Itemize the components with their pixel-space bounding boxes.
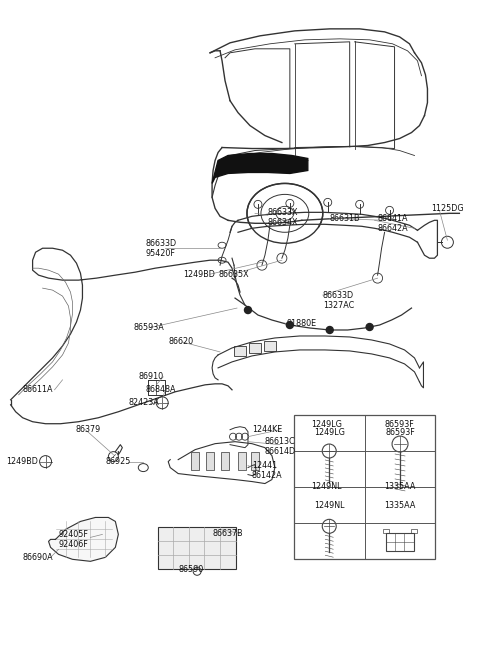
Text: 86611A: 86611A bbox=[23, 385, 53, 394]
Text: 1249NL: 1249NL bbox=[314, 500, 345, 510]
Text: 1249BD: 1249BD bbox=[183, 270, 215, 278]
Bar bbox=[238, 452, 246, 470]
Text: 86614D: 86614D bbox=[265, 447, 296, 456]
Text: 86634X: 86634X bbox=[268, 218, 299, 227]
Bar bbox=[206, 452, 214, 470]
Text: 1327AC: 1327AC bbox=[323, 301, 354, 310]
Text: 86690A: 86690A bbox=[23, 553, 53, 562]
Text: 86593A: 86593A bbox=[133, 324, 164, 333]
Text: 86379: 86379 bbox=[75, 425, 101, 434]
Text: 12441: 12441 bbox=[252, 461, 277, 470]
Bar bbox=[158, 527, 236, 569]
Text: 86641A: 86641A bbox=[378, 214, 408, 223]
Bar bbox=[386, 533, 414, 552]
Circle shape bbox=[366, 324, 373, 331]
Text: 91880E: 91880E bbox=[287, 318, 317, 328]
Text: 92405F: 92405F bbox=[59, 530, 88, 539]
Text: 86925: 86925 bbox=[106, 457, 131, 466]
Bar bbox=[234, 346, 246, 356]
Bar bbox=[249, 343, 261, 353]
Text: 1244KE: 1244KE bbox=[252, 425, 282, 434]
Text: 86637B: 86637B bbox=[212, 529, 243, 538]
Text: 86642A: 86642A bbox=[378, 224, 408, 233]
Bar bbox=[251, 452, 259, 470]
Text: 1335AA: 1335AA bbox=[384, 500, 416, 510]
Text: 86593F: 86593F bbox=[385, 428, 415, 438]
Circle shape bbox=[287, 322, 293, 329]
Text: 92406F: 92406F bbox=[59, 540, 88, 549]
Bar bbox=[411, 529, 417, 533]
Circle shape bbox=[326, 326, 333, 333]
Text: 1335AA: 1335AA bbox=[384, 482, 415, 491]
Text: 86633D: 86633D bbox=[145, 238, 176, 248]
Text: 86910: 86910 bbox=[138, 372, 163, 381]
Text: 86613C: 86613C bbox=[265, 437, 296, 446]
Circle shape bbox=[244, 307, 252, 314]
Text: 86590: 86590 bbox=[178, 565, 204, 574]
Text: 1125DG: 1125DG bbox=[432, 204, 464, 213]
Bar bbox=[221, 452, 229, 470]
Bar bbox=[191, 452, 199, 470]
Bar bbox=[383, 529, 389, 533]
Text: 86633D: 86633D bbox=[323, 291, 354, 299]
Polygon shape bbox=[48, 517, 119, 561]
Text: 86635X: 86635X bbox=[218, 270, 249, 278]
Text: 1249LG: 1249LG bbox=[312, 421, 342, 429]
Text: 86620: 86620 bbox=[168, 337, 193, 346]
Text: 95420F: 95420F bbox=[145, 249, 175, 257]
Text: 1249NL: 1249NL bbox=[312, 482, 342, 491]
Text: 1249LG: 1249LG bbox=[314, 428, 345, 438]
Text: 86633X: 86633X bbox=[268, 208, 299, 217]
Text: 86631B: 86631B bbox=[330, 214, 360, 223]
Polygon shape bbox=[212, 153, 308, 183]
Text: 82423A: 82423A bbox=[128, 398, 159, 407]
Bar bbox=[294, 415, 435, 559]
Text: 86848A: 86848A bbox=[145, 385, 176, 394]
Bar bbox=[264, 341, 276, 351]
Text: 86142A: 86142A bbox=[252, 471, 283, 480]
Text: 1249BD: 1249BD bbox=[6, 457, 37, 466]
Text: 86593F: 86593F bbox=[384, 421, 414, 429]
